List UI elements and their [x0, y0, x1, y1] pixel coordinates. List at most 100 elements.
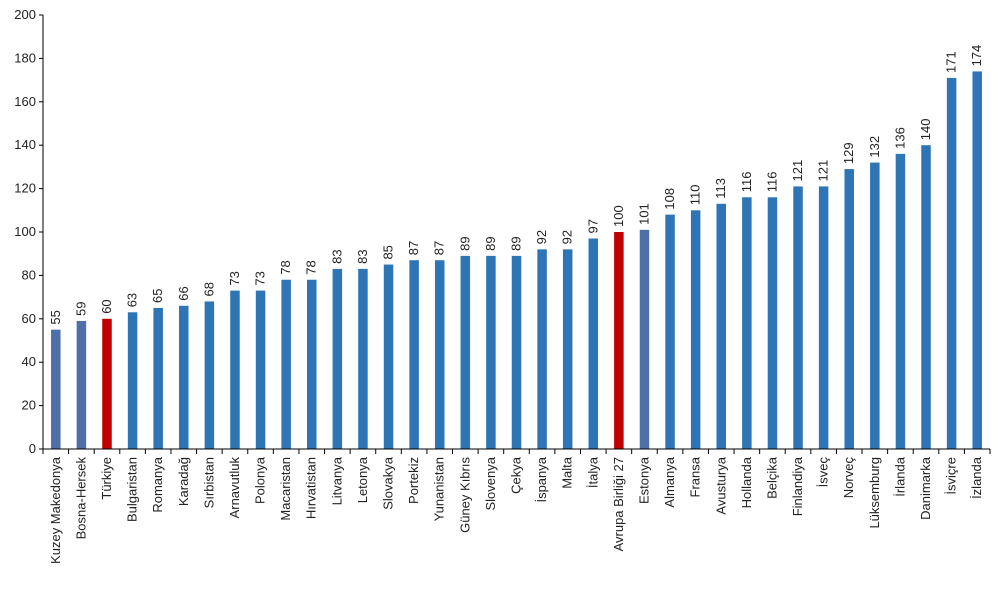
y-tick-label: 80 [22, 267, 36, 282]
bar [537, 249, 547, 449]
bar [306, 279, 317, 449]
bar [332, 268, 343, 449]
y-tick-label: 160 [14, 94, 36, 109]
data-label: 66 [176, 286, 191, 300]
data-label: 113 [713, 178, 728, 199]
data-label: 78 [304, 260, 319, 274]
bar [383, 264, 394, 449]
data-label: 87 [406, 241, 421, 255]
x-tick-label: Avrupa Birliği 27 [611, 457, 626, 551]
bar [179, 305, 189, 449]
bar [204, 301, 215, 449]
data-label: 140 [918, 118, 933, 140]
bar [409, 260, 419, 449]
y-tick-label: 120 [14, 181, 36, 196]
data-label: 55 [48, 310, 63, 324]
bar [844, 169, 854, 449]
x-tick-label: Danimarka [918, 456, 933, 520]
data-label: 89 [483, 236, 498, 250]
y-tick-label: 40 [22, 354, 36, 369]
y-tick-label: 60 [22, 311, 36, 326]
x-axis: Kuzey Makedonya Bosna-Hersek Türkiye Bulgar… [42, 448, 991, 564]
data-label: 60 [99, 299, 114, 313]
bar [102, 318, 112, 449]
data-label: 108 [662, 188, 677, 210]
bar [460, 255, 471, 449]
bar [358, 268, 368, 449]
data-label: 92 [534, 230, 549, 244]
data-label: 121 [790, 160, 805, 182]
bar [614, 232, 624, 449]
bar [230, 290, 240, 449]
data-label: 83 [329, 249, 344, 263]
data-label: 110 [688, 185, 703, 206]
x-tick-label: Arnavutluk [227, 457, 242, 519]
bar [742, 197, 752, 449]
x-tick-label: Norveç [841, 457, 856, 499]
bar [972, 71, 982, 450]
data-label: 65 [150, 288, 165, 302]
x-tick-label: Türkiye [99, 457, 114, 500]
bar [921, 145, 931, 449]
y-tick-label: 0 [29, 441, 36, 456]
x-tick-label: Avusturya [713, 456, 728, 514]
data-label: 92 [560, 230, 575, 244]
bar [511, 255, 522, 449]
x-tick-label: Portekiz [406, 457, 421, 504]
data-label: 85 [381, 245, 396, 259]
bar [486, 255, 496, 449]
bar [690, 210, 701, 449]
y-axis: 0 20 40 60 80 100 120 140 160 180 200 [14, 7, 44, 456]
data-label: 100 [611, 205, 626, 227]
data-label: 101 [636, 203, 651, 225]
data-label: 68 [201, 282, 216, 296]
x-tick-label: Bulgaristan [125, 457, 140, 522]
data-label: 59 [73, 302, 88, 316]
x-tick-label: Slovakya [381, 456, 396, 510]
x-tick-label: Macaristan [278, 457, 293, 521]
data-label: 132 [867, 136, 882, 158]
x-tick-label: Almanya [662, 456, 677, 507]
y-tick-label: 200 [14, 7, 36, 22]
x-tick-label: Malta [560, 456, 575, 489]
x-tick-label: Yunanistan [432, 457, 447, 521]
bar [588, 238, 599, 449]
x-tick-label: Bosna-Hersek [73, 457, 88, 540]
bars-group [51, 71, 982, 450]
x-tick-label: İsveç [816, 457, 831, 488]
data-label: 89 [509, 236, 524, 250]
data-label: 121 [816, 160, 831, 182]
bar [793, 186, 803, 449]
bar [51, 329, 61, 449]
bar [281, 279, 291, 449]
x-tick-label: Romanya [150, 456, 165, 512]
x-tick-label: Finlandiya [790, 456, 805, 516]
bar [639, 229, 650, 449]
data-label: 78 [278, 260, 293, 274]
x-tick-label: Hırvatistan [304, 457, 319, 519]
data-label: 129 [841, 142, 856, 164]
x-tick-label: Lüksemburg [867, 457, 882, 529]
x-tick-label: Belçika [764, 456, 779, 499]
data-label: 174 [969, 45, 984, 67]
x-tick-label: Estonya [636, 456, 651, 504]
data-label: 83 [355, 249, 370, 263]
data-label: 63 [125, 293, 140, 307]
data-label: 87 [432, 241, 447, 255]
y-tick-label: 20 [22, 398, 36, 413]
x-tick-label: İsviçre [944, 457, 959, 495]
x-tick-label: İrlanda [892, 456, 907, 497]
bar [434, 260, 445, 449]
bar [946, 77, 957, 450]
bar [716, 203, 727, 449]
y-tick-label: 180 [14, 50, 36, 65]
x-tick-label: Çekya [509, 456, 524, 494]
bar [818, 186, 829, 449]
x-tick-label: İtalya [585, 456, 600, 488]
x-tick-label: Hollanda [739, 456, 754, 508]
value-labels-group: 55 59 60 63 65 66 68 73 73 78 78 83 83 85 87 87 89 89 89 92… [48, 45, 984, 325]
data-label: 136 [892, 127, 907, 149]
bar [870, 162, 880, 449]
y-tick-label: 140 [14, 137, 36, 152]
